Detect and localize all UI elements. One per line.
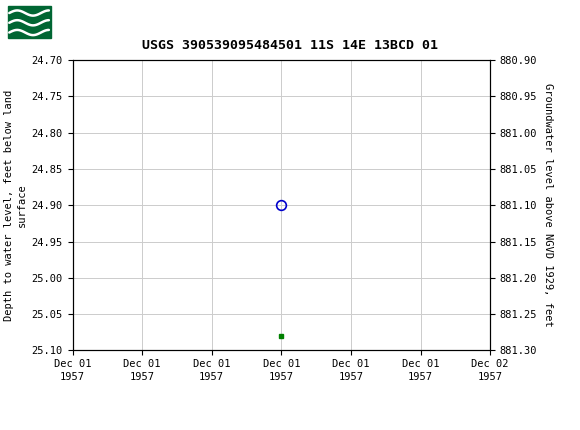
- Text: USGS: USGS: [57, 14, 113, 31]
- Y-axis label: Depth to water level, feet below land
surface: Depth to water level, feet below land su…: [4, 90, 27, 321]
- Y-axis label: Groundwater level above NGVD 1929, feet: Groundwater level above NGVD 1929, feet: [543, 83, 553, 327]
- Text: USGS 390539095484501 11S 14E 13BCD 01: USGS 390539095484501 11S 14E 13BCD 01: [142, 40, 438, 52]
- Legend: Period of approved data: Period of approved data: [184, 427, 379, 430]
- Bar: [8, 6, 50, 38]
- Bar: [5, 4, 100, 41]
